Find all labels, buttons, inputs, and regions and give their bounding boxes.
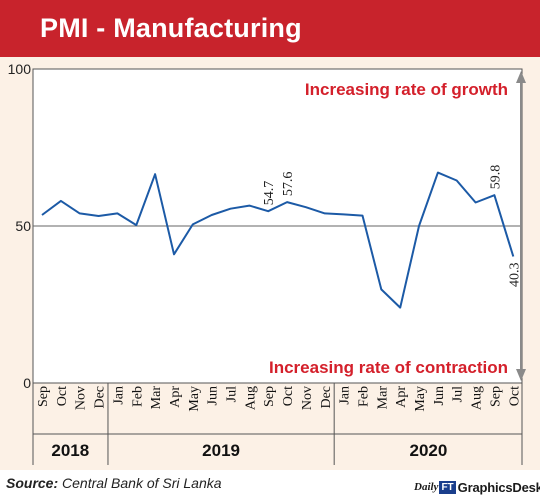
month-label: May — [187, 386, 202, 412]
month-label: Mar — [149, 386, 164, 410]
y-tick-label: 50 — [15, 218, 31, 234]
month-label: May — [413, 386, 428, 412]
month-label: Sep — [262, 386, 277, 407]
month-label: Feb — [356, 386, 371, 407]
month-label: Feb — [130, 386, 145, 407]
month-label: Sep — [36, 386, 51, 407]
up-arrowhead-icon — [516, 71, 526, 83]
month-label: Oct — [281, 386, 296, 406]
month-label: Aug — [470, 386, 485, 410]
year-label: 2019 — [202, 441, 240, 460]
month-label: Nov — [74, 386, 89, 410]
y-tick-label: 100 — [8, 61, 32, 77]
line-layer — [41, 171, 515, 309]
source-prefix: Source: — [6, 475, 59, 491]
month-label: Jun — [206, 386, 221, 405]
logo-text: GraphicsDesk — [457, 479, 540, 495]
month-label: Oct — [507, 386, 522, 406]
month-label: Jan — [111, 386, 126, 405]
growth-annotation: Increasing rate of growth — [305, 80, 508, 99]
chart-title: PMI - Manufacturing — [40, 13, 302, 43]
title-banner: PMI - Manufacturing — [0, 0, 540, 57]
source-text: Central Bank of Sri Lanka — [58, 475, 222, 491]
labels-layer: 54.7 57.6 59.8 40.3 — [262, 165, 522, 287]
month-label: Mar — [375, 386, 390, 410]
month-label: Dec — [93, 386, 108, 409]
source-note: Source: Central Bank of Sri Lanka — [6, 475, 222, 491]
month-label: Jun — [432, 386, 447, 405]
month-label: Dec — [319, 386, 334, 409]
pmi-series-line — [41, 171, 515, 309]
month-label: Jul — [225, 386, 240, 402]
y-tick-label: 0 — [23, 375, 31, 391]
data-label: 54.7 — [262, 181, 277, 206]
month-label: Apr — [394, 386, 409, 408]
graphicsdesk-logo: Daily FT GraphicsDesk — [414, 478, 540, 496]
month-label: Oct — [55, 386, 70, 406]
month-label: Sep — [488, 386, 503, 407]
month-label: Aug — [243, 386, 258, 410]
logo-ft: FT — [439, 480, 456, 494]
month-label: Jul — [451, 386, 466, 402]
month-label: Apr — [168, 386, 183, 408]
data-label: 57.6 — [281, 172, 296, 197]
month-label: Nov — [300, 386, 315, 410]
logo-daily: Daily — [414, 481, 439, 493]
data-label: 59.8 — [488, 165, 503, 190]
month-label: Jan — [338, 386, 353, 405]
contraction-annotation: Increasing rate of contraction — [269, 358, 508, 377]
year-label: 2020 — [410, 441, 448, 460]
data-label: 40.3 — [507, 262, 522, 287]
down-arrowhead-icon — [516, 369, 526, 381]
year-label: 2018 — [51, 441, 89, 460]
